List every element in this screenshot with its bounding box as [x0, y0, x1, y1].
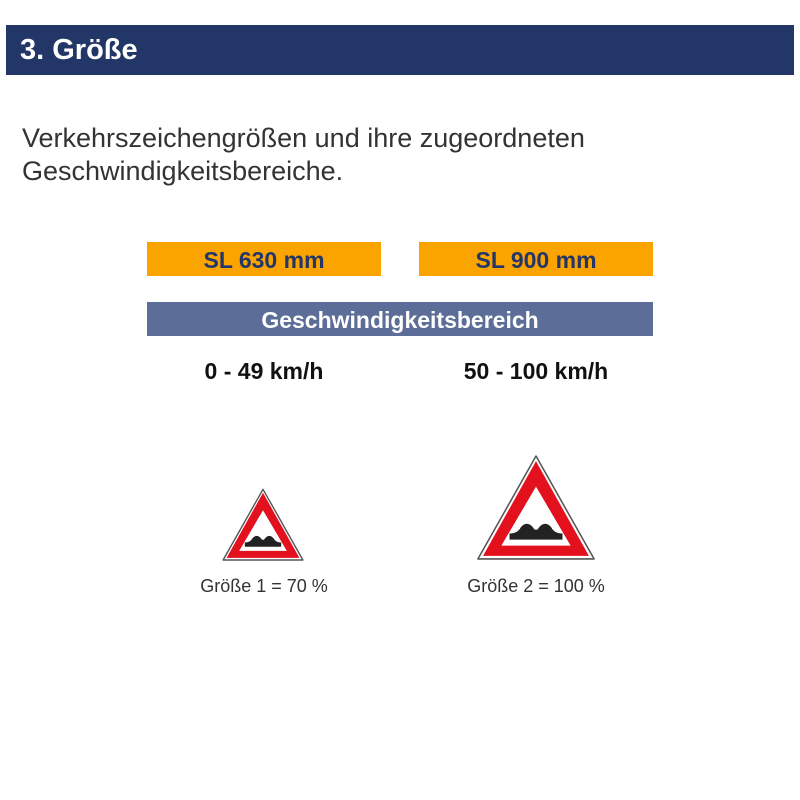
size-label-1: SL 630 mm	[147, 242, 381, 276]
speed-range-2: 50 - 100 km/h	[463, 358, 609, 384]
speed-range-header: Geschwindigkeitsbereich	[147, 302, 653, 336]
size-caption-2: Größe 2 = 100 %	[467, 576, 605, 596]
uneven-road-warning-sign-icon	[477, 455, 595, 560]
uneven-road-warning-sign-icon	[222, 488, 304, 561]
page-title: 3. Größe	[6, 25, 794, 75]
intro-text: Verkehrszeichengrößen und ihre zugeordne…	[22, 123, 585, 186]
speed-range-1: 0 - 49 km/h	[204, 358, 324, 384]
size-label-2: SL 900 mm	[419, 242, 653, 276]
size-caption-1: Größe 1 = 70 %	[200, 576, 328, 596]
